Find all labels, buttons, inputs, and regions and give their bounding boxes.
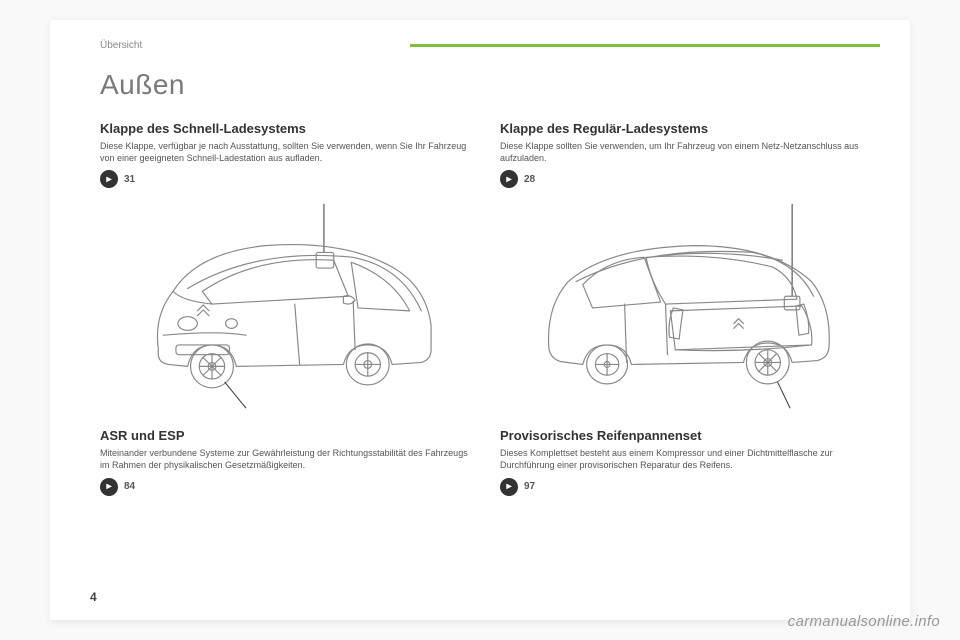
right-bottom-desc: Dieses Komplettset besteht aus einem Kom… [500, 447, 870, 471]
right-column: Klappe des Regulär-Ladesystems Diese Kla… [500, 121, 870, 504]
left-top-ref: ▸ 31 [100, 170, 470, 188]
left-bottom-ref: ▸ 84 [100, 478, 470, 496]
right-top-ref: ▸ 28 [500, 170, 870, 188]
right-bottom-title: Provisorisches Reifenpannenset [500, 428, 870, 443]
two-column-layout: Klappe des Schnell-Ladesystems Diese Kla… [100, 121, 870, 504]
manual-page: Übersicht Außen Klappe des Schnell-Lades… [50, 20, 910, 620]
right-top-title: Klappe des Regulär-Ladesystems [500, 121, 870, 136]
right-bottom-ref: ▸ 97 [500, 478, 870, 496]
right-bottom-section: Provisorisches Reifenpannenset Dieses Ko… [500, 428, 870, 495]
left-top-title: Klappe des Schnell-Ladesystems [100, 121, 470, 136]
left-column: Klappe des Schnell-Ladesystems Diese Kla… [100, 121, 470, 504]
left-top-desc: Diese Klappe, verfügbar je nach Ausstatt… [100, 140, 470, 164]
car-front-illustration [100, 196, 470, 416]
right-top-ref-num: 28 [524, 174, 535, 185]
right-top-desc: Diese Klappe sollten Sie verwenden, um I… [500, 140, 870, 164]
car-rear-illustration [500, 196, 870, 416]
left-bottom-section: ASR und ESP Miteinander verbundene Syste… [100, 428, 470, 495]
page-title: Außen [100, 69, 870, 101]
watermark: carmanualsonline.info [788, 613, 940, 630]
left-top-ref-num: 31 [124, 174, 135, 185]
right-bottom-ref-num: 97 [524, 481, 535, 492]
page-number: 4 [90, 590, 97, 604]
car-rear-figure [500, 196, 870, 416]
left-bottom-title: ASR und ESP [100, 428, 470, 443]
ref-arrow-icon: ▸ [500, 478, 518, 496]
ref-arrow-icon: ▸ [100, 170, 118, 188]
left-bottom-desc: Miteinander verbundene Systeme zur Gewäh… [100, 447, 470, 471]
car-front-figure [100, 196, 470, 416]
left-bottom-ref-num: 84 [124, 481, 135, 492]
accent-rule [410, 44, 880, 47]
ref-arrow-icon: ▸ [500, 170, 518, 188]
ref-arrow-icon: ▸ [100, 478, 118, 496]
